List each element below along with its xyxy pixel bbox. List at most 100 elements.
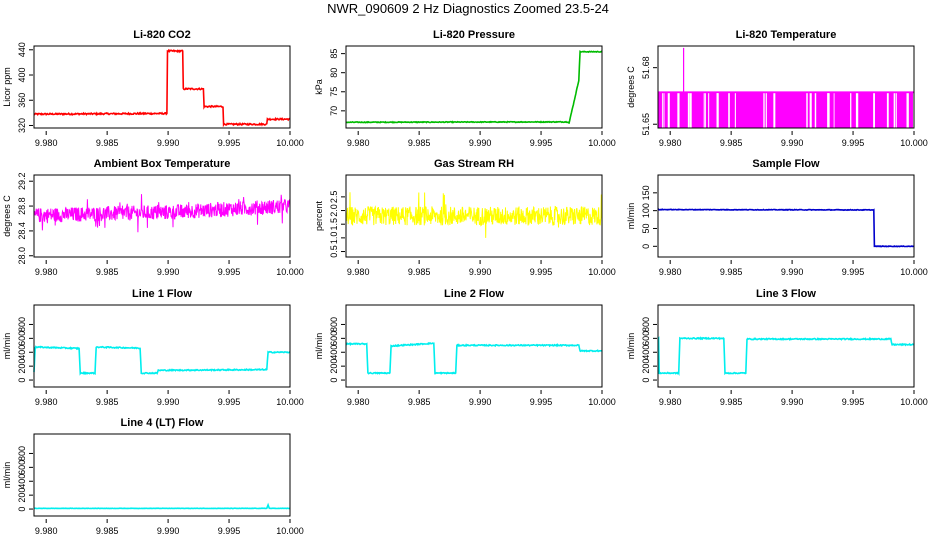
- y-tick-label: 0: [17, 507, 27, 512]
- y-tick-label: 400: [17, 67, 27, 82]
- data-gap: [873, 93, 875, 128]
- plot-frame: [345, 45, 603, 129]
- x-tick-label: 9.980: [659, 397, 682, 407]
- data-gap: [814, 93, 817, 128]
- chart-panel: Li-820 CO2 Licor ppm 9.980 9.985 9.990 9.995 1…: [2, 29, 304, 148]
- y-tick-label: 1.5: [329, 218, 339, 231]
- chart-panel: Line 1 Flow ml/min 9.980 9.985 9.990 9.995 10.…: [2, 288, 304, 407]
- x-tick-label: 9.995: [218, 267, 241, 277]
- data-gap: [728, 93, 730, 128]
- x-tick-label: 10.000: [900, 138, 928, 148]
- y-tick-label: 51.65: [641, 113, 651, 136]
- y-tick-label: 0: [641, 378, 651, 383]
- data-gap: [765, 93, 767, 128]
- plot-frame: [345, 174, 603, 258]
- x-tick-label: 9.990: [781, 267, 804, 277]
- chart-title: Li-820 Temperature: [736, 29, 837, 41]
- data-gap: [703, 93, 705, 128]
- x-tick-label: 9.980: [347, 397, 370, 407]
- data-gap: [661, 93, 663, 128]
- y-tick-label: 28.0: [17, 247, 27, 265]
- y-tick-label: 200: [17, 359, 27, 374]
- y-tick-label: 800: [329, 317, 339, 332]
- data-gap: [689, 93, 692, 128]
- y-axis-label: kPa: [314, 79, 324, 95]
- y-tick-label: 150: [641, 185, 651, 200]
- data-gap: [886, 93, 889, 128]
- data-gap: [806, 93, 808, 128]
- chart-title: Line 2 Flow: [444, 288, 504, 300]
- y-axis-label: ml/min: [314, 333, 324, 360]
- chart-title: Line 1 Flow: [132, 288, 192, 300]
- chart-panel: Line 2 Flow ml/min 9.980 9.985 9.990 9.995 10.…: [314, 288, 616, 407]
- x-tick-label: 10.000: [276, 526, 304, 536]
- chart-title: Ambient Box Temperature: [94, 158, 231, 170]
- plot-frame: [657, 304, 915, 388]
- x-tick-label: 9.995: [218, 397, 241, 407]
- x-tick-label: 9.980: [347, 267, 370, 277]
- data-gap: [667, 93, 670, 128]
- data-gap: [663, 93, 665, 128]
- x-tick-label: 9.985: [96, 267, 119, 277]
- data-gap: [855, 93, 859, 128]
- x-tick-label: 9.990: [781, 138, 804, 148]
- y-tick-label: 75: [329, 87, 339, 97]
- y-tick-label: 400: [17, 474, 27, 489]
- chart-panel: Ambient Box Temperature degrees C 9.980 9.9…: [2, 158, 304, 277]
- data-series-line: [33, 345, 291, 376]
- x-tick-label: 10.000: [276, 267, 304, 277]
- x-tick-label: 10.000: [588, 397, 616, 407]
- page-title: NWR_090609 2 Hz Diagnostics Zoomed 23.5-…: [327, 1, 609, 16]
- data-series-line: [33, 194, 291, 233]
- y-tick-label: 0: [329, 378, 339, 383]
- x-tick-label: 10.000: [276, 138, 304, 148]
- x-tick-label: 9.995: [530, 397, 553, 407]
- y-tick-label: 51.68: [641, 56, 651, 79]
- y-axis-label: degrees C: [2, 195, 12, 237]
- x-tick-label: 9.985: [408, 267, 431, 277]
- chart-panel: Sample Flow ml/min 9.980 9.985 9.990 9.995 10.…: [626, 158, 928, 277]
- x-tick-label: 9.995: [842, 267, 865, 277]
- chart-panel: Li-820 Pressure kPa 9.980 9.985 9.990 9.995 10…: [314, 29, 616, 148]
- data-series-line: [657, 336, 915, 377]
- x-tick-label: 9.995: [530, 138, 553, 148]
- chart-title: Li-820 Pressure: [433, 29, 515, 41]
- data-series-band: [658, 92, 914, 128]
- x-tick-label: 9.980: [35, 138, 58, 148]
- y-tick-label: 800: [641, 317, 651, 332]
- x-tick-label: 9.985: [96, 526, 119, 536]
- x-tick-label: 9.990: [469, 397, 492, 407]
- y-tick-label: 28.8: [17, 197, 27, 215]
- chart-panel: Gas Stream RH percent 9.980 9.985 9.990 9.995…: [314, 158, 616, 277]
- x-tick-label: 9.990: [469, 138, 492, 148]
- plot-frame: [33, 45, 291, 129]
- data-gap: [763, 93, 765, 128]
- x-tick-label: 9.985: [408, 138, 431, 148]
- y-tick-label: 0: [17, 378, 27, 383]
- y-tick-label: 800: [17, 446, 27, 461]
- y-tick-label: 29.2: [17, 172, 27, 190]
- x-tick-label: 9.995: [218, 526, 241, 536]
- y-tick-label: 600: [329, 331, 339, 346]
- data-gap: [773, 93, 776, 128]
- y-tick-label: 200: [17, 488, 27, 503]
- y-tick-label: 100: [641, 203, 651, 218]
- y-axis-label: ml/min: [2, 333, 12, 360]
- data-gap: [687, 93, 690, 128]
- data-gap: [893, 93, 895, 128]
- data-gap: [850, 93, 852, 128]
- x-tick-label: 9.990: [157, 526, 180, 536]
- x-tick-label: 9.980: [35, 526, 58, 536]
- y-tick-label: 400: [329, 345, 339, 360]
- data-series-line: [345, 192, 603, 238]
- y-tick-label: 320: [17, 118, 27, 133]
- x-tick-label: 9.980: [659, 267, 682, 277]
- x-tick-label: 9.995: [218, 138, 241, 148]
- y-tick-label: 600: [641, 331, 651, 346]
- x-tick-label: 9.995: [530, 267, 553, 277]
- x-tick-label: 9.990: [157, 397, 180, 407]
- x-tick-label: 9.995: [842, 397, 865, 407]
- y-tick-label: 0: [641, 244, 651, 249]
- y-axis-label: ml/min: [2, 462, 12, 489]
- x-tick-label: 9.985: [96, 397, 119, 407]
